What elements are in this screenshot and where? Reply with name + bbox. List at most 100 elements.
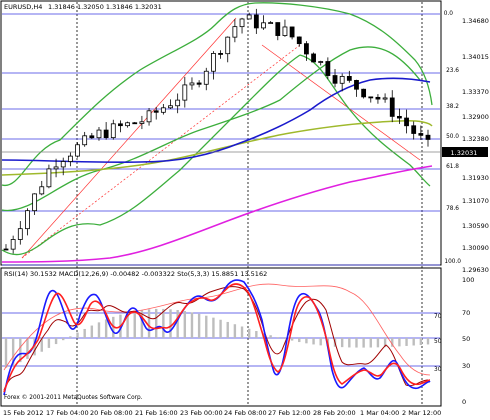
fib-label-0: 0.0 <box>444 11 454 17</box>
fib-small-30: 30 <box>434 367 442 373</box>
candle-body[interactable] <box>46 168 52 188</box>
time-tick: 17 Feb 04:00 <box>46 409 89 417</box>
candle-body[interactable] <box>239 18 245 28</box>
moving-average-olive <box>1 120 433 176</box>
candle-body[interactable] <box>382 97 388 100</box>
candle-body[interactable] <box>275 22 281 36</box>
candle-body[interactable] <box>10 239 16 250</box>
macd-bar <box>426 338 430 345</box>
candle-body[interactable] <box>332 75 338 84</box>
macd-bar <box>83 328 86 338</box>
macd-bar <box>255 331 258 338</box>
candle-body[interactable] <box>375 96 381 100</box>
candle-body[interactable] <box>168 105 173 109</box>
candle-body[interactable] <box>396 115 402 119</box>
macd-bar <box>4 338 8 368</box>
candle-body[interactable] <box>3 248 9 251</box>
macd-bar <box>240 326 244 338</box>
session-separators <box>76 2 423 405</box>
candle-body[interactable] <box>32 193 38 212</box>
macd-bar <box>190 312 194 338</box>
time-tick: 2 Mar 12:00 <box>402 409 441 417</box>
candle-body[interactable] <box>196 82 202 85</box>
macd-bar <box>355 338 358 348</box>
fib-label-38: 38.2 <box>446 104 459 110</box>
candle-body[interactable] <box>60 161 66 168</box>
candle-body[interactable] <box>253 14 259 29</box>
candle-body[interactable] <box>110 123 116 139</box>
candle-body[interactable] <box>25 210 30 230</box>
candle-body[interactable] <box>146 110 152 123</box>
macd-bar <box>162 308 165 338</box>
current-price-tag <box>442 147 488 157</box>
candle-body[interactable] <box>75 144 80 157</box>
candle-body[interactable] <box>203 70 209 85</box>
fib-label-61: 61.8 <box>446 164 459 170</box>
candle-body[interactable] <box>368 96 374 99</box>
candle-body[interactable] <box>232 26 238 38</box>
candle-body[interactable] <box>361 88 367 98</box>
candlesticks[interactable] <box>3 8 431 254</box>
macd-bar <box>419 338 423 345</box>
time-tick: 20 Feb 08:00 <box>90 409 133 417</box>
candle-body[interactable] <box>418 133 424 136</box>
fib-label-50: 50.0 <box>446 134 459 140</box>
price-tick: 1.32900 <box>462 113 489 121</box>
candle-body[interactable] <box>218 53 223 55</box>
candle-body[interactable] <box>96 129 102 139</box>
candle-body[interactable] <box>325 61 331 76</box>
price-panel[interactable] <box>0 0 442 266</box>
ohlc-label: 1.31846 1.32050 1.31846 1.32031 <box>48 3 162 11</box>
candle-body[interactable] <box>103 129 109 139</box>
indicator-tick: 0 <box>462 398 466 406</box>
candle-body[interactable] <box>282 26 288 36</box>
candle-body[interactable] <box>175 99 181 107</box>
candle-body[interactable] <box>354 79 359 90</box>
candle-body[interactable] <box>189 82 195 86</box>
macd-bar <box>383 338 387 348</box>
macd-bar <box>176 310 179 338</box>
macd-bar <box>147 309 151 338</box>
candle-body[interactable] <box>246 14 252 20</box>
macd-bar <box>47 338 51 348</box>
indicator-axis: 100 70 50 30 0 <box>462 276 474 406</box>
candle-body[interactable] <box>339 76 345 84</box>
macd-bar <box>40 338 43 352</box>
macd-bar <box>33 338 36 356</box>
candle-body[interactable] <box>153 110 159 113</box>
time-tick: 21 Feb 16:00 <box>135 409 178 417</box>
candle-body[interactable] <box>39 186 45 195</box>
candle-body[interactable] <box>132 122 138 125</box>
candle-body[interactable] <box>304 43 309 55</box>
candle-body[interactable] <box>139 121 145 124</box>
candle-body[interactable] <box>318 61 324 63</box>
macd-bar <box>11 338 15 366</box>
candle-body[interactable] <box>125 122 130 127</box>
candle-body[interactable] <box>404 117 409 127</box>
moving-average-magenta <box>1 165 433 263</box>
price-tick: 1.34015 <box>462 53 489 61</box>
candle-body[interactable] <box>89 135 95 139</box>
candle-body[interactable] <box>389 97 395 117</box>
stochastic-main <box>3 279 431 396</box>
time-tick: 27 Feb 12:00 <box>268 409 311 417</box>
candle-body[interactable] <box>17 228 23 240</box>
candle-body[interactable] <box>346 76 352 81</box>
candle-body[interactable] <box>82 135 88 146</box>
candle-body[interactable] <box>311 53 316 63</box>
candle-body[interactable] <box>261 22 266 29</box>
macd-bar <box>305 338 308 344</box>
candle-body[interactable] <box>268 22 274 24</box>
candle-body[interactable] <box>425 134 431 140</box>
candle-body[interactable] <box>225 36 231 55</box>
candle-body[interactable] <box>118 123 123 127</box>
candle-body[interactable] <box>160 107 166 113</box>
candle-body[interactable] <box>211 53 216 72</box>
candle-body[interactable] <box>182 84 188 101</box>
candle-body[interactable] <box>53 166 59 170</box>
candle-body[interactable] <box>411 125 417 134</box>
candle-body[interactable] <box>289 26 295 38</box>
candle-body[interactable] <box>296 36 302 45</box>
candle-body[interactable] <box>67 155 73 162</box>
